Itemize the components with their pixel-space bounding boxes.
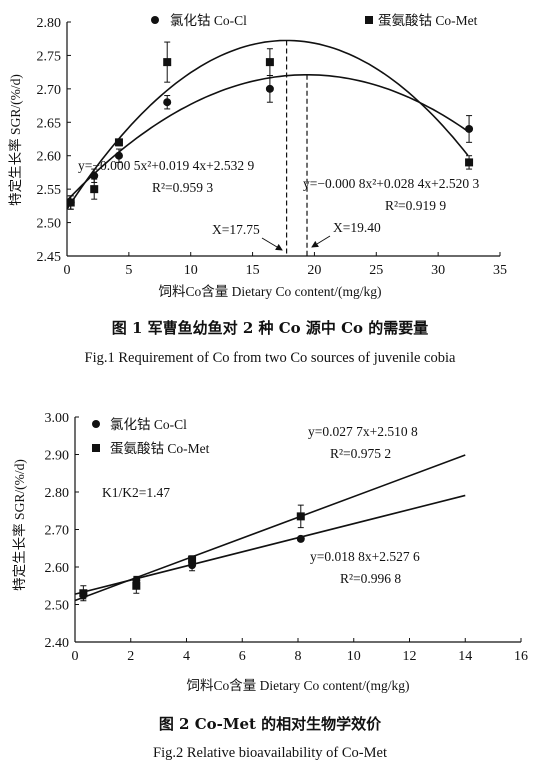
chart1-y-tick-label: 2.45 — [37, 250, 62, 265]
chart2-x-tick-label: 2 — [127, 649, 134, 664]
chart1-arrow-2 — [311, 235, 331, 248]
chart1-y-tick-label: 2.55 — [37, 183, 62, 198]
chart1-x-tick-label: 20 — [307, 263, 321, 278]
chart1-point-co-met — [66, 198, 75, 207]
chart2-y-tick-label: 2.50 — [45, 599, 70, 614]
chart1-point-co-met — [163, 58, 172, 67]
chart1-point-co-cl — [90, 171, 99, 180]
chart2-x-tick-label: 16 — [514, 649, 528, 664]
chart1-x-tick-label: 10 — [184, 263, 198, 278]
chart2-fit-lines — [74, 454, 466, 602]
chart2-x-tick-label: 6 — [239, 649, 246, 664]
chart2-ticks: 0 2 4 6 8 10 12 14 16 2.40 2.50 2.60 2.70 2.80 2.90 3.0… — [45, 411, 529, 664]
chart2-legend-co-met: 蛋氨酸钴 Co-Met — [110, 441, 210, 456]
chart1-point-co-met — [114, 138, 123, 147]
chart2-eq-co-cl: y=0.018 8x+2.527 6 — [310, 549, 420, 564]
chart1-point-co-met — [90, 185, 99, 194]
chart2-y-tick-label: 2.60 — [45, 561, 70, 576]
chart2-r2-co-cl: R²=0.996 8 — [340, 571, 401, 586]
chart1-arrow-1 — [261, 237, 283, 251]
chart1-legend-circle-marker — [151, 16, 159, 24]
chart1-optimum-lines — [285, 40, 308, 256]
chart2-legend-co-cl: 氯化钴 Co-Cl — [110, 417, 187, 432]
chart1-y-tick-label: 2.70 — [37, 83, 62, 98]
chart1-legend-co-met: 蛋氨酸钴 Co-Met — [378, 13, 478, 28]
chart1-point-co-met — [465, 158, 474, 167]
chart1-point-co-cl — [114, 151, 123, 160]
chart1-points — [66, 41, 474, 210]
chart2-x-tick-label: 14 — [458, 649, 472, 664]
chart2-x-tick-label: 8 — [295, 649, 302, 664]
chart2-legend-square-marker — [92, 444, 100, 452]
chart2-y-tick-label: 2.80 — [45, 486, 70, 501]
chart1-x-tick-label: 30 — [431, 263, 445, 278]
chart1-fit-curves — [66, 39, 469, 210]
figure1-caption-cn: 图 1 军曹鱼幼鱼对 2 种 Co 源中 Co 的需要量 — [111, 319, 429, 337]
chart2-y-label: 特定生长率 SGR/(%/d) — [11, 459, 27, 591]
chart2-legend-circle-marker — [92, 420, 100, 428]
chart1-legend-square-marker — [365, 16, 373, 24]
chart1-point-co-cl — [163, 98, 172, 107]
chart1-x-tick-label: 5 — [125, 263, 132, 278]
chart1-x-tick-label: 25 — [369, 263, 383, 278]
chart1-eq-co-met: y=−0.000 8x²+0.028 4x+2.520 3 — [303, 176, 480, 191]
chart2-y-tick-label: 2.70 — [45, 524, 70, 539]
chart2-y-tick-label: 2.40 — [45, 636, 70, 651]
chart2-x-tick-label: 10 — [347, 649, 361, 664]
chart1-y-tick-label: 2.50 — [37, 217, 62, 232]
chart1-ticks: 0 5 10 15 20 25 30 35 2.45 2.50 2.55 2.60 2.65 2.70 2.… — [37, 16, 508, 278]
chart2-point-co-met — [79, 589, 88, 598]
chart1-x-tick-label: 15 — [246, 263, 260, 278]
chart-1: 0 5 10 15 20 25 30 35 2.45 2.50 2.55 2.60 2.65 2.70 2.… — [7, 13, 507, 299]
chart1-point-co-cl — [265, 84, 274, 93]
chart1-eq-co-cl: y=−0.000 5x²+0.019 4x+2.532 9 — [78, 158, 255, 173]
chart1-y-tick-label: 2.60 — [37, 150, 62, 165]
chart2-point-co-met — [188, 555, 197, 564]
figure2-caption-en: Fig.2 Relative bioavailability of Co-Met — [153, 745, 387, 761]
chart2-fit-line-co-cl — [74, 494, 466, 595]
chart2-eq-co-met: y=0.027 7x+2.510 8 — [308, 424, 418, 439]
chart1-y-tick-label: 2.75 — [37, 49, 62, 64]
chart2-point-co-cl — [296, 534, 305, 543]
chart2-y-tick-label: 2.90 — [45, 449, 70, 464]
chart1-y-label: 特定生长率 SGR/(%/d) — [7, 74, 23, 206]
chart1-x-label: 饲料Co含量 Dietary Co content/(mg/kg) — [158, 284, 381, 299]
chart2-y-tick-label: 3.00 — [45, 411, 70, 426]
chart1-point-co-cl — [465, 124, 474, 133]
chart1-r2-co-met: R²=0.919 9 — [385, 198, 446, 213]
chart2-x-tick-label: 4 — [183, 649, 190, 664]
chart2-point-co-met — [296, 512, 305, 521]
chart1-x-tick-label: 35 — [493, 263, 507, 278]
chart1-fit-curve-co-met — [66, 39, 469, 210]
chart2-x-tick-label: 12 — [403, 649, 417, 664]
chart2-fit-line-co-met — [74, 454, 466, 602]
figure1-caption-en: Fig.1 Requirement of Co from two Co sour… — [84, 350, 456, 366]
chart2-x-label: 饲料Co含量 Dietary Co content/(mg/kg) — [186, 678, 409, 693]
chart1-legend-co-cl: 氯化钴 Co-Cl — [170, 13, 247, 28]
chart1-fit-curve-co-cl — [66, 74, 469, 202]
chart2-x-tick-label: 0 — [72, 649, 79, 664]
chart2-points — [79, 504, 305, 602]
chart1-x-optimum-2: X=19.40 — [333, 220, 381, 235]
chart2-k-ratio: K1/K2=1.47 — [102, 485, 170, 500]
chart1-y-tick-label: 2.80 — [37, 16, 62, 31]
chart2-r2-co-met: R²=0.975 2 — [330, 446, 391, 461]
chart1-x-tick-label: 0 — [64, 263, 71, 278]
figure2-caption-cn: 图 2 Co-Met 的相对生物学效价 — [158, 715, 382, 733]
chart1-point-co-met — [265, 58, 274, 67]
chart1-r2-co-cl: R²=0.959 3 — [152, 180, 213, 195]
chart1-y-tick-label: 2.65 — [37, 116, 62, 131]
chart1-x-optimum-1: X=17.75 — [212, 222, 260, 237]
chart-2: 0 2 4 6 8 10 12 14 16 2.40 2.50 2.60 2.70 2.80 2.90 3.0… — [11, 411, 528, 693]
chart2-point-co-met — [132, 581, 141, 590]
